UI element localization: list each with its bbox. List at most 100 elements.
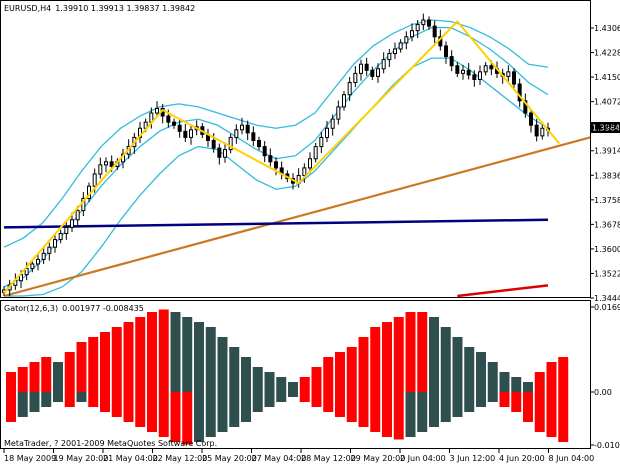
symbol-title: EURUSD,H4 1.39910 1.39913 1.39837 1.39842 — [4, 4, 195, 13]
gator-bar-upper — [111, 327, 122, 392]
gator-tick-label: 0.016974 — [594, 303, 620, 312]
gator-bar-upper — [76, 342, 87, 392]
gator-bar-lower — [53, 392, 63, 402]
candle-body — [330, 118, 335, 129]
gator-bar-upper — [170, 312, 181, 392]
price-scale: 1.43060 1.42285 1.41500 1.40720 1.39914 1.391… — [590, 24, 620, 303]
candle-body — [347, 82, 352, 96]
gator-bar-lower — [429, 392, 439, 427]
gator-bar-lower — [147, 392, 157, 432]
candle-body — [534, 124, 539, 137]
candle-body — [455, 65, 460, 74]
candle-body — [104, 161, 108, 166]
gator-bar-lower — [440, 392, 451, 422]
gator-bar-lower — [487, 392, 498, 402]
candle-body — [381, 59, 386, 70]
gator-bar-upper — [194, 322, 204, 392]
time-tick-label: 29 May 20:00 — [351, 454, 406, 463]
candle-body — [336, 106, 341, 120]
gator-bar-lower — [17, 392, 28, 417]
candle-body — [98, 164, 103, 175]
gator-bar-lower — [417, 392, 428, 432]
gator-bar-upper — [288, 382, 298, 392]
candle-body — [319, 136, 324, 148]
candle-body — [234, 129, 239, 138]
time-tick-label: 28 May 12:00 — [301, 454, 356, 463]
candle-body — [240, 124, 244, 131]
candle-body — [483, 65, 488, 73]
gator-bar-upper — [393, 317, 404, 392]
candle-body — [223, 149, 227, 158]
price-tick-label: 1.39914 — [594, 122, 620, 131]
candle-body — [489, 65, 494, 70]
gator-bar-upper — [229, 347, 240, 392]
candle-body — [540, 127, 545, 137]
gator-bar-lower — [76, 392, 87, 402]
gator-bar-upper — [41, 357, 52, 392]
gator-bar-upper — [311, 367, 322, 392]
candle-body — [376, 68, 380, 77]
gator-bar-lower — [264, 392, 275, 407]
candle-body — [53, 239, 57, 248]
gator-bar-upper — [335, 352, 345, 392]
gator-bar-lower — [205, 392, 216, 437]
candle-body — [387, 53, 392, 61]
gator-bar-lower — [241, 392, 251, 422]
trendline — [3, 136, 591, 298]
gator-bar-upper — [440, 327, 451, 392]
gator-bar-upper — [558, 357, 569, 392]
candle-body — [427, 19, 431, 27]
gator-histogram — [6, 309, 569, 445]
gator-bar-upper — [476, 352, 486, 392]
candle-body — [398, 42, 403, 50]
gator-tick-label: -0.010845 — [594, 441, 620, 450]
price-tick-label: 1.36000 — [594, 245, 620, 254]
gator-bar-upper — [88, 337, 99, 392]
gator-bar-upper — [405, 312, 416, 392]
gator-bar-lower — [182, 392, 193, 445]
gator-bar-upper — [382, 322, 392, 392]
time-tick-label: 19 May 20:00 — [54, 454, 109, 463]
candle-body — [421, 19, 426, 26]
gator-bar-upper — [546, 362, 557, 392]
gator-bar-lower — [511, 392, 522, 412]
price-tick-label: 1.39140 — [594, 147, 620, 156]
gator-bar-upper — [264, 372, 275, 392]
gator-bar-lower — [546, 392, 557, 437]
gator-bar-lower — [476, 392, 486, 407]
gator-bar-upper — [358, 337, 369, 392]
candle-body — [183, 130, 188, 138]
gator-bar-upper — [252, 367, 263, 392]
gator-bar-lower — [111, 392, 122, 417]
candle-body — [449, 56, 454, 67]
gator-bar-lower — [499, 392, 510, 407]
gator-bar-lower — [41, 392, 52, 407]
gator-bar-lower — [123, 392, 134, 422]
gator-bar-upper — [64, 352, 75, 392]
gator-bar-lower — [393, 392, 404, 440]
candle-body — [189, 129, 193, 138]
gator-bar-upper — [53, 362, 63, 392]
gator-bar-lower — [276, 392, 287, 402]
candle-body — [92, 173, 97, 187]
time-tick-label: 4 Jun 20:00 — [499, 454, 545, 463]
gator-bar-upper — [123, 322, 134, 392]
zigzag-indicator — [3, 20, 561, 294]
candle-body — [313, 146, 318, 160]
time-tick-label: 22 May 12:00 — [153, 454, 208, 463]
bollinger-upper — [3, 19, 549, 248]
gator-bar-upper — [323, 357, 334, 392]
gator-bar-upper — [499, 372, 510, 392]
gator-bar-upper — [205, 327, 216, 392]
price-tick-label: 1.43060 — [594, 24, 620, 33]
candle-body — [47, 246, 52, 254]
candle-body — [155, 107, 159, 114]
price-tick-label: 1.40720 — [594, 98, 620, 107]
price-tick-label: 1.37580 — [594, 196, 620, 205]
gator-bar-upper — [135, 317, 146, 392]
candle-body — [30, 263, 35, 270]
price-tick-label: 1.42285 — [594, 49, 620, 58]
gator-bar-upper — [429, 317, 439, 392]
